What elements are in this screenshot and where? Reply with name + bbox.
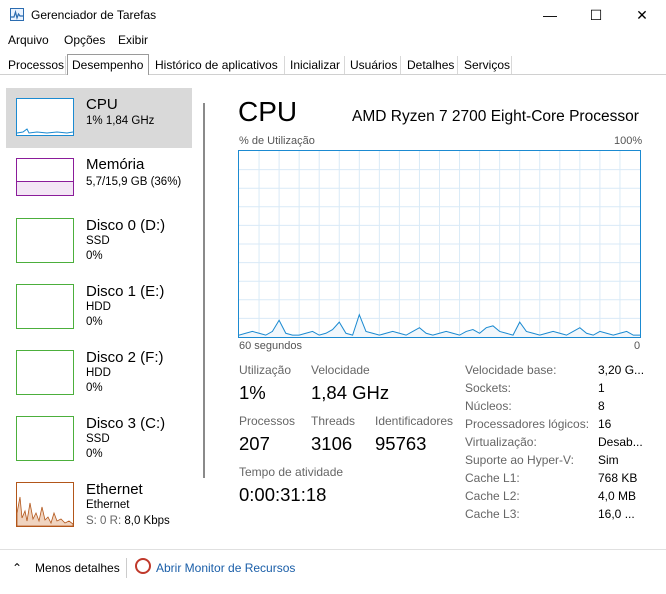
chevron-up-icon[interactable]: ⌃	[12, 561, 23, 575]
sidebar-disco1-usage: 0%	[86, 316, 103, 328]
sidebar-ethernet-name: Ethernet	[86, 499, 130, 511]
sidebar-disco1-title: Disco 1 (E:)	[86, 283, 165, 300]
detail-label: Virtualização:	[465, 435, 537, 449]
tab-usuarios[interactable]: Usuários	[346, 56, 401, 74]
maximize-button[interactable]: ☐	[573, 0, 619, 30]
detail-label: Núcleos:	[465, 399, 512, 413]
menos-detalhes-link[interactable]: Menos detalhes	[35, 561, 120, 575]
identificadores-value: 95763	[375, 433, 427, 454]
menu-arquivo[interactable]: Arquivo	[8, 33, 49, 47]
sidebar-disco0-type: SSD	[86, 235, 110, 247]
disk0-thumbnail	[16, 218, 74, 263]
detail-label: Suporte ao Hyper-V:	[465, 453, 574, 467]
processos-label: Processos	[239, 414, 296, 428]
detail-value: 4,0 MB	[598, 489, 637, 503]
cpu-series-line	[239, 313, 640, 336]
velocidade-value: 1,84 GHz	[311, 382, 390, 403]
detail-value: Sim	[598, 453, 619, 467]
sidebar-disco2-title: Disco 2 (F:)	[86, 349, 164, 366]
sidebar-disco2-type: HDD	[86, 367, 111, 379]
graph-ymax: 100%	[614, 135, 643, 147]
identificadores-label: Identificadores	[375, 414, 454, 428]
detail-label: Velocidade base:	[465, 363, 557, 377]
sidebar-disco1-type: HDD	[86, 301, 111, 313]
sidebar-ethernet-title: Ethernet	[86, 481, 143, 498]
processos-value: 207	[239, 433, 270, 454]
sidebar-ethernet-rate: S: 0 R: 8,0 Kbps	[86, 515, 170, 527]
window-title: Gerenciador de Tarefas	[31, 8, 157, 22]
close-icon: ✕	[636, 6, 648, 23]
sidebar-cpu-sub: 1% 1,84 GHz	[86, 115, 155, 127]
disk3-thumbnail	[16, 416, 74, 461]
sidebar-disco0-usage: 0%	[86, 250, 103, 262]
sidebar-disco2-usage: 0%	[86, 382, 103, 394]
menu-opcoes[interactable]: Opções	[64, 33, 106, 47]
detail-value: 16	[598, 417, 612, 431]
sidebar-scrollbar[interactable]	[203, 103, 205, 478]
resource-monitor-icon[interactable]	[135, 558, 151, 574]
cpu-model: AMD Ryzen 7 2700 Eight-Core Processor	[352, 108, 639, 125]
tempo-label: Tempo de atividade	[239, 465, 344, 479]
graph-ylabel: % de Utilização	[239, 135, 315, 147]
tab-processos[interactable]: Processos	[4, 56, 66, 74]
ethernet-rate-prefix: S: 0 R:	[86, 515, 122, 527]
sidebar-disco3-type: SSD	[86, 433, 110, 445]
disk1-thumbnail	[16, 284, 74, 329]
menu-exibir[interactable]: Exibir	[118, 33, 149, 47]
page-title: CPU	[238, 96, 298, 127]
sidebar-memoria-sub: 5,7/15,9 GB (36%)	[86, 176, 182, 188]
sidebar-disco0-title: Disco 0 (D:)	[86, 217, 166, 234]
graph-xmin: 0	[634, 340, 641, 352]
detail-label: Cache L1:	[465, 471, 520, 485]
abrir-monitor-link[interactable]: Abrir Monitor de Recursos	[156, 561, 296, 575]
detail-value: 16,0 ...	[598, 507, 635, 521]
cpu-graph-svg	[239, 151, 640, 337]
tab-desempenho[interactable]: Desempenho	[67, 54, 149, 75]
detail-value: 1	[598, 381, 605, 395]
memory-thumbnail	[16, 158, 74, 196]
tab-strip	[0, 54, 666, 75]
close-button[interactable]: ✕	[619, 0, 665, 30]
minimize-icon: —	[543, 7, 557, 23]
sidebar-memoria-title: Memória	[86, 156, 145, 173]
utilizacao-value: 1%	[239, 382, 266, 403]
threads-label: Threads	[311, 414, 356, 428]
footer	[0, 549, 666, 594]
detail-label: Processadores lógicos:	[465, 417, 590, 431]
cpu-utilization-graph	[238, 150, 641, 338]
detail-value: 768 KB	[598, 471, 638, 485]
title-bar: Gerenciador de Tarefas — ☐ ✕	[0, 0, 666, 30]
cpu-thumbnail	[16, 98, 74, 136]
detail-value: 8	[598, 399, 605, 413]
sidebar-disco3-title: Disco 3 (C:)	[86, 415, 166, 432]
velocidade-label: Velocidade	[311, 363, 370, 377]
tab-servicos[interactable]: Serviços	[460, 56, 512, 74]
maximize-icon: ☐	[589, 6, 603, 23]
graph-xlabel: 60 segundos	[239, 340, 302, 352]
tab-historico[interactable]: Histórico de aplicativos	[151, 56, 285, 74]
detail-label: Cache L3:	[465, 507, 520, 521]
detail-label: Sockets:	[465, 381, 512, 395]
tab-detalhes[interactable]: Detalhes	[403, 56, 458, 74]
ethernet-rate-value: 8,0 Kbps	[124, 515, 170, 527]
cpu-series-area	[239, 314, 640, 337]
disk2-thumbnail	[16, 350, 74, 395]
ethernet-thumbnail	[16, 482, 74, 527]
utilizacao-label: Utilização	[239, 363, 292, 377]
threads-value: 3106	[311, 433, 353, 454]
minimize-button[interactable]: —	[527, 0, 573, 30]
task-manager-icon	[10, 8, 24, 21]
sidebar-cpu-title: CPU	[86, 96, 118, 113]
tab-inicializar[interactable]: Inicializar	[286, 56, 345, 74]
footer-divider	[126, 558, 127, 578]
detail-value: Desab...	[598, 435, 643, 449]
detail-value: 3,20 G...	[598, 363, 645, 377]
sidebar-disco3-usage: 0%	[86, 448, 103, 460]
detail-label: Cache L2:	[465, 489, 520, 503]
tempo-value: 0:00:31:18	[239, 484, 327, 505]
